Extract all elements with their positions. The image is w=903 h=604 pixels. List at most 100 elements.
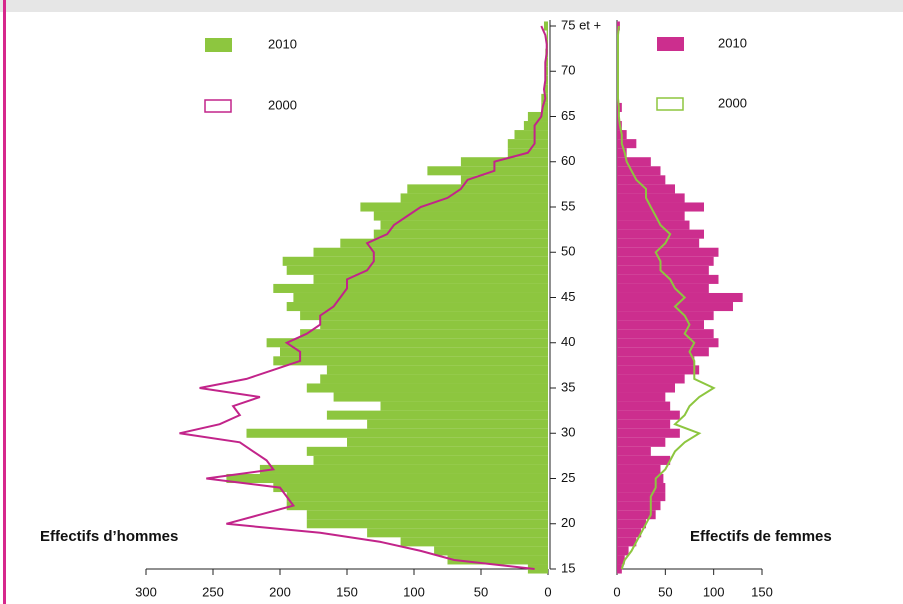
legend-label: 2010	[268, 36, 297, 51]
y-tick-label: 30	[561, 425, 575, 440]
x-tick-label: 100	[403, 584, 425, 599]
bar	[340, 238, 548, 248]
bar	[617, 320, 704, 330]
legend-label: 2000	[718, 95, 747, 110]
bar	[545, 57, 548, 67]
x-tick-label: 250	[202, 584, 224, 599]
bar	[286, 501, 548, 511]
bar	[617, 229, 704, 239]
y-tick-label: 75 et +	[561, 17, 601, 32]
line	[617, 25, 716, 570]
y-tick-label: 65	[561, 108, 575, 123]
bar	[617, 428, 680, 438]
bar	[373, 211, 548, 221]
bar	[545, 75, 548, 85]
bar	[400, 193, 548, 203]
bar	[306, 383, 548, 393]
bar	[617, 329, 714, 339]
legend-swatch	[205, 38, 232, 52]
x-tick-label: 150	[751, 584, 773, 599]
bar	[617, 356, 695, 366]
bar	[527, 111, 548, 122]
bar	[617, 510, 656, 520]
side-border	[3, 0, 6, 604]
y-tick-label: 55	[561, 198, 575, 213]
x-axis-label: Effectifs d’hommes	[40, 528, 178, 545]
bar	[617, 211, 685, 221]
bar	[313, 455, 548, 465]
bar	[300, 311, 548, 321]
bar	[286, 302, 548, 312]
bar	[617, 247, 719, 257]
bar	[617, 311, 714, 321]
bar	[617, 292, 743, 303]
bar	[617, 546, 629, 556]
bar	[617, 455, 671, 465]
bar	[273, 483, 548, 493]
legend-swatch	[204, 99, 232, 113]
x-tick-label: 0	[544, 584, 551, 599]
bar	[617, 437, 666, 447]
bar	[320, 374, 548, 384]
bar	[306, 446, 548, 456]
bar	[617, 157, 651, 167]
bar	[617, 419, 671, 429]
bar	[617, 139, 637, 149]
bar	[617, 483, 666, 493]
x-tick-label: 50	[474, 584, 488, 599]
bar	[617, 193, 685, 203]
bar	[320, 320, 548, 330]
x-tick-label: 0	[613, 584, 620, 599]
bar	[617, 528, 642, 538]
bar	[523, 121, 548, 131]
bar	[447, 555, 548, 565]
bar	[617, 392, 666, 402]
bar	[527, 564, 548, 574]
bar	[543, 21, 548, 31]
y-tick-label: 50	[561, 244, 575, 259]
bar	[326, 410, 548, 420]
y-tick-label: 15	[561, 560, 575, 575]
bar	[617, 283, 709, 293]
bar	[617, 365, 700, 375]
bar	[617, 374, 685, 384]
bar	[380, 401, 548, 411]
bar	[293, 292, 548, 303]
x-tick-label: 150	[336, 584, 358, 599]
bar	[367, 528, 548, 538]
bar	[617, 274, 719, 284]
y-tick-label: 25	[561, 470, 575, 485]
bar	[617, 564, 622, 574]
bar	[545, 66, 548, 76]
bar	[617, 347, 709, 357]
bar	[333, 392, 548, 402]
y-tick-label: 40	[561, 334, 575, 349]
bar	[617, 338, 719, 348]
bar	[282, 256, 548, 266]
x-tick-label: 200	[269, 584, 291, 599]
bar	[617, 256, 714, 266]
bar	[617, 202, 704, 212]
bar	[617, 238, 700, 248]
bar	[246, 428, 548, 438]
y-tick-label: 70	[561, 63, 575, 78]
bar	[617, 492, 666, 502]
bar	[617, 220, 690, 230]
bar	[313, 274, 548, 284]
bar	[617, 537, 637, 547]
legend-swatch	[656, 97, 684, 111]
bar	[460, 175, 548, 185]
bar	[300, 329, 548, 339]
bar	[400, 537, 548, 547]
bar	[286, 492, 548, 502]
bar	[507, 139, 548, 149]
bar	[617, 473, 664, 484]
legend-label: 2000	[268, 97, 297, 112]
bar	[367, 419, 548, 429]
x-tick-label: 300	[135, 584, 157, 599]
bar	[617, 175, 666, 185]
bar	[617, 519, 646, 529]
bar	[617, 265, 709, 275]
bar	[380, 220, 548, 230]
